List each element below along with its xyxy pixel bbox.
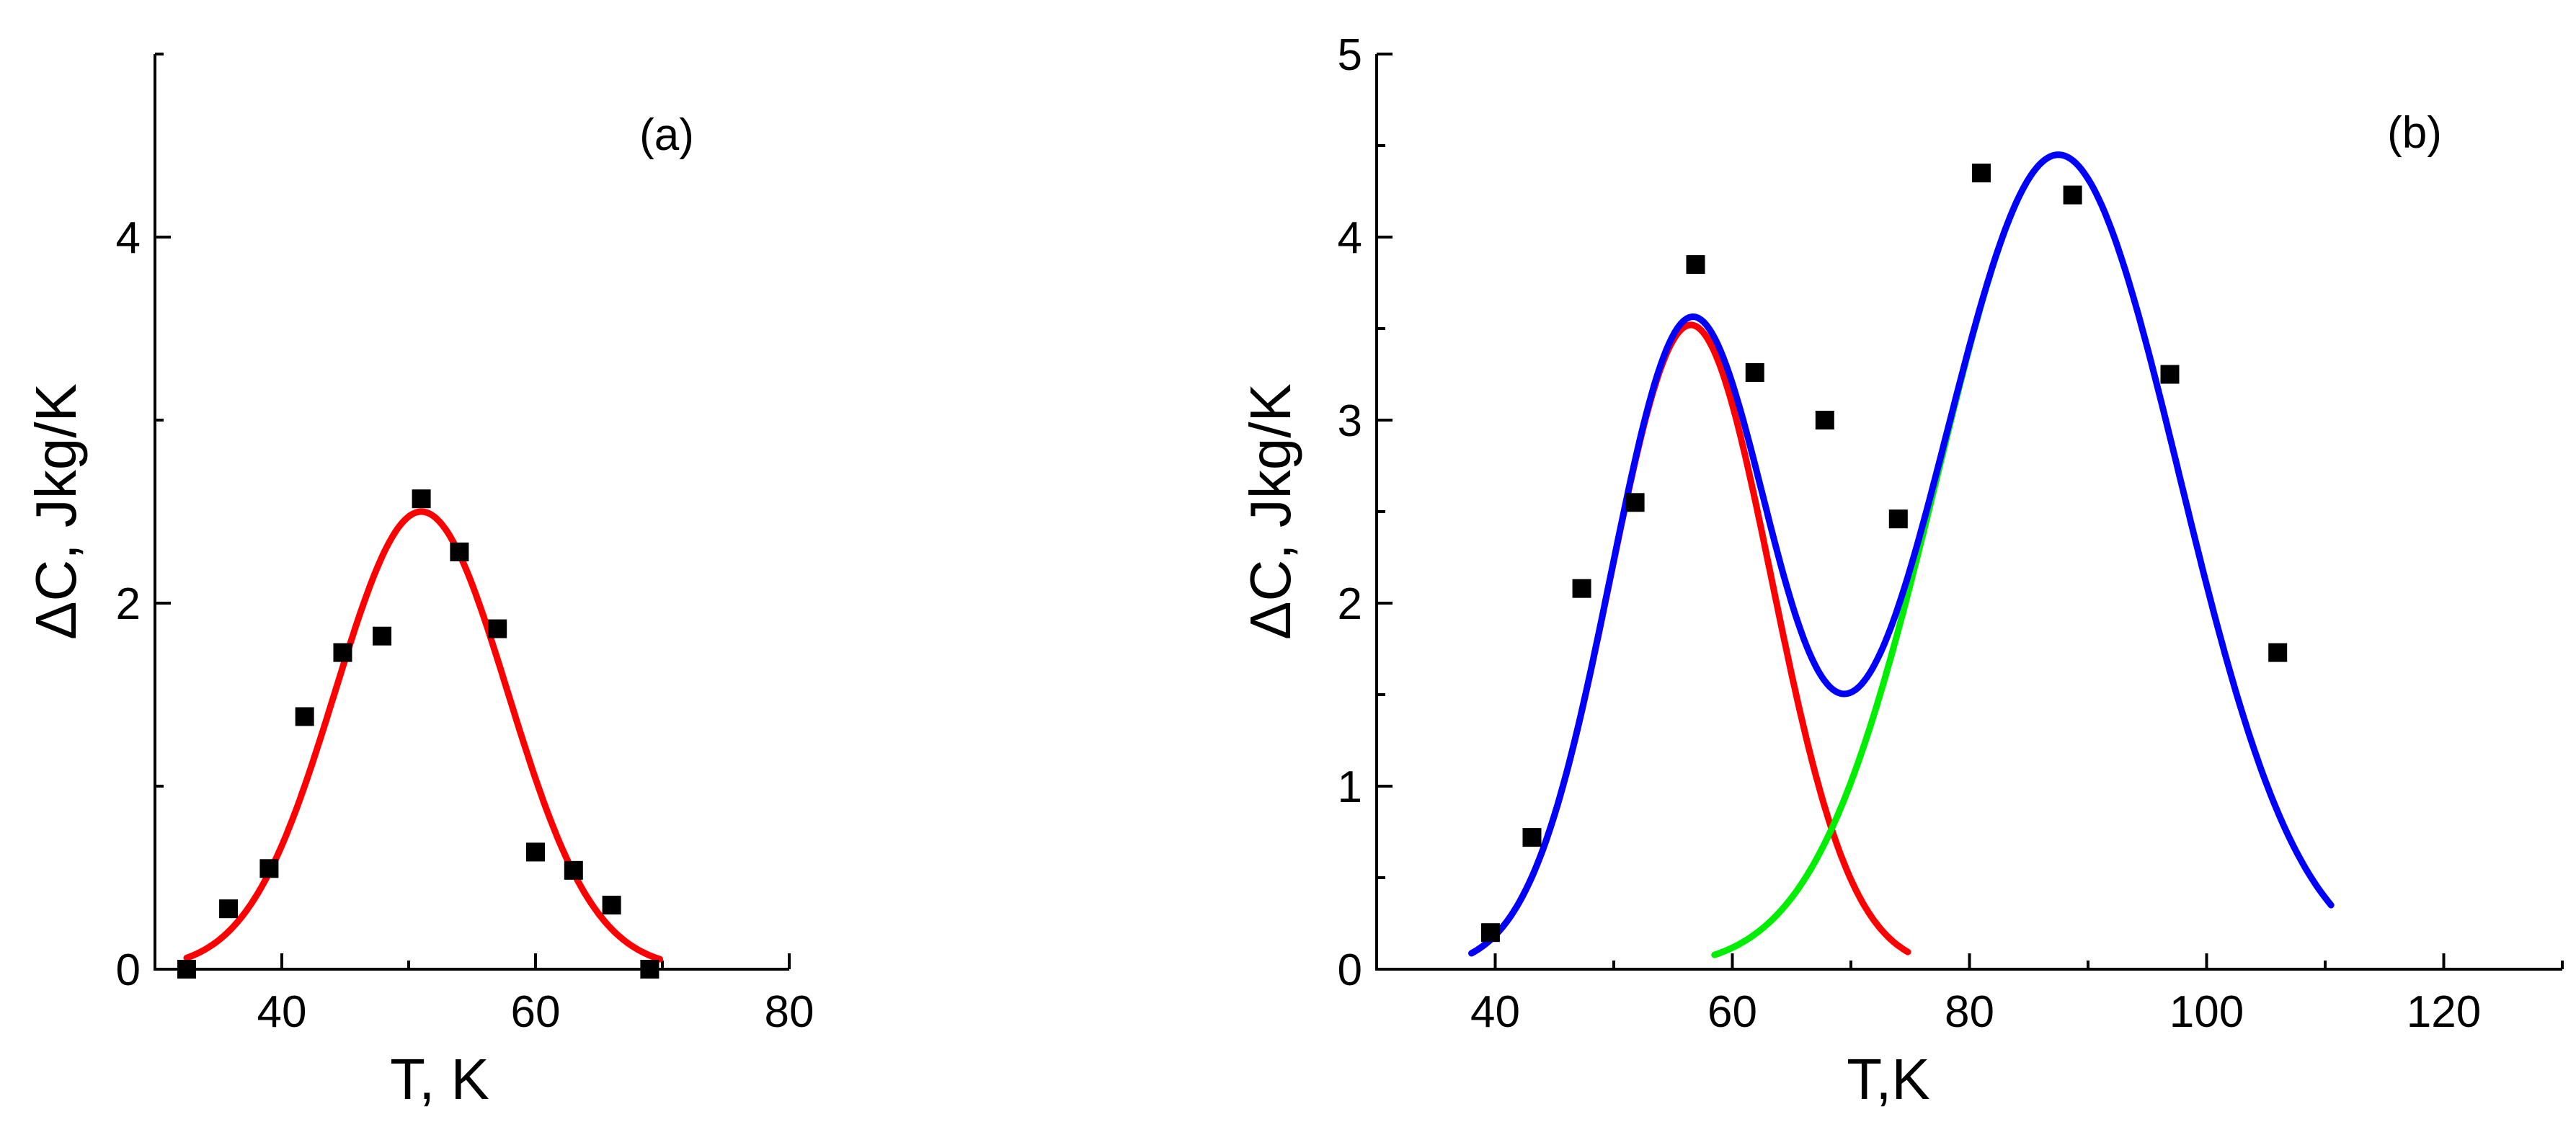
data-point — [2063, 185, 2082, 205]
data-point — [640, 960, 659, 979]
data-point — [333, 643, 352, 662]
data-point — [564, 860, 583, 880]
data-point — [1625, 493, 1645, 512]
panel-label: (a) — [639, 110, 694, 160]
data-point — [2160, 365, 2180, 384]
data-point — [1522, 828, 1542, 847]
y-tick-label: 2 — [116, 579, 141, 629]
data-point — [1745, 362, 1764, 382]
y-tick-label: 0 — [116, 945, 141, 995]
data-point — [1686, 255, 1705, 275]
data-point — [295, 707, 314, 726]
x-tick-label: 60 — [511, 987, 561, 1037]
data-point — [1815, 411, 1834, 429]
data-point — [602, 896, 621, 915]
data-point — [488, 619, 507, 638]
data-point — [1888, 509, 1908, 529]
x-tick-label: 80 — [1945, 987, 1994, 1037]
y-tick-label: 1 — [1338, 762, 1362, 812]
y-tick-label: 4 — [1338, 213, 1362, 263]
y-axis-title: ΔC, Jkg/K — [24, 383, 88, 640]
y-tick-label: 5 — [1338, 30, 1362, 80]
x-tick-label: 100 — [2169, 987, 2244, 1037]
data-point — [526, 842, 545, 862]
axis-frame — [1375, 54, 2562, 971]
x-tick-label: 60 — [1707, 987, 1757, 1037]
fit-curve-sum-fit — [1468, 151, 2335, 957]
data-point — [2268, 643, 2288, 662]
y-tick-label: 4 — [116, 213, 141, 263]
chart-panel-a: 0 2 4 40 60 80 T, K ΔC, Jkg/K (a) — [24, 53, 814, 1111]
data-point — [1971, 164, 1991, 183]
data-point — [259, 859, 279, 878]
x-tick-label: 40 — [1470, 987, 1520, 1037]
y-axis-title: ΔC, Jkg/K — [1238, 383, 1302, 640]
y-tick-label: 3 — [1338, 396, 1362, 446]
axis-frame — [154, 54, 789, 971]
x-tick-label: 40 — [257, 987, 307, 1037]
x-tick-label: 120 — [2407, 987, 2481, 1037]
fit-curve-gaussian-fit — [183, 508, 663, 963]
x-axis-title: T,K — [1847, 1047, 1930, 1111]
data-point — [1572, 579, 1591, 598]
chart-panel-b: 0 1 2 3 4 5 40 60 80 100 120 T,K ΔC, Jkg/K (b) — [1238, 30, 2564, 1111]
y-tick-label: 2 — [1338, 579, 1362, 629]
data-point — [1480, 923, 1500, 943]
data-point — [219, 899, 239, 919]
x-tick-label: 80 — [765, 987, 814, 1037]
data-point — [412, 489, 431, 509]
data-point — [373, 626, 392, 646]
panel-label: (b) — [2387, 108, 2442, 158]
y-tick-label: 0 — [1338, 945, 1362, 995]
data-point — [177, 960, 196, 979]
data-point — [450, 542, 469, 561]
x-axis-title: T, K — [390, 1047, 489, 1111]
